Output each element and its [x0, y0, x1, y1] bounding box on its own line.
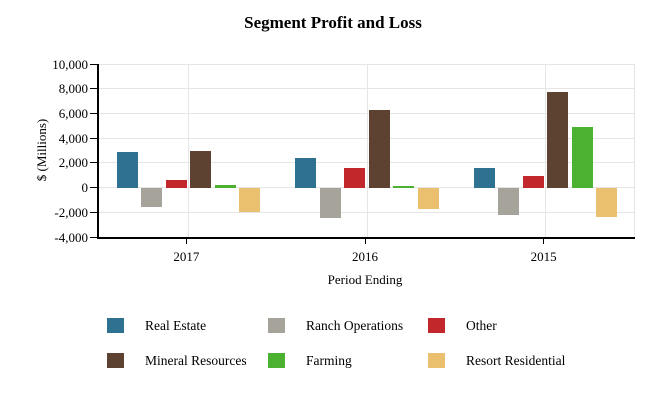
- bar-ranch-operations-2016: [319, 187, 341, 219]
- bar-resort-residential-2017: [239, 187, 261, 213]
- bar-ranch-operations-2015: [498, 187, 520, 215]
- x-tick-label-2016: 2016: [352, 249, 378, 264]
- plot-area: [97, 63, 635, 239]
- gridline-vertical: [545, 64, 547, 237]
- bar-mineral-resources-2015: [547, 92, 569, 188]
- y-axis-tick: [90, 187, 97, 189]
- legend-item-other: Other: [428, 318, 628, 335]
- legend-label: Ranch Operations: [306, 318, 404, 333]
- y-tick-label: -4,000: [54, 229, 88, 245]
- bar-farming-2017: [214, 185, 236, 188]
- legend-label: Other: [466, 318, 497, 333]
- x-tick-label-2015: 2015: [530, 249, 557, 264]
- bar-other-2015: [522, 176, 544, 188]
- x-axis-tick: [364, 239, 366, 244]
- bar-farming-2015: [571, 127, 593, 188]
- bar-resort-residential-2015: [596, 187, 618, 218]
- y-tick-label: -2,000: [54, 204, 88, 220]
- legend-item-mineral-resources: Mineral Resources: [107, 353, 307, 370]
- legend-label: Real Estate: [145, 318, 207, 333]
- legend-swatch-ranch-operations: [268, 318, 285, 333]
- bar-resort-residential-2016: [417, 187, 439, 209]
- x-axis-tick: [543, 239, 545, 244]
- legend-swatch-resort-residential: [428, 353, 445, 368]
- y-tick-label: 0: [81, 180, 89, 196]
- bar-other-2017: [165, 180, 187, 188]
- legend-item-real-estate: Real Estate: [107, 318, 307, 335]
- bar-mineral-resources-2016: [368, 109, 390, 188]
- y-tick-label: 4,000: [58, 130, 88, 146]
- chart-title: Segment Profit and Loss: [244, 13, 422, 32]
- legend-swatch-real-estate: [107, 318, 124, 333]
- x-axis-tick: [185, 239, 187, 244]
- bar-other-2016: [344, 167, 366, 188]
- y-axis-tick: [90, 63, 97, 65]
- y-tick-label: 6,000: [58, 105, 88, 121]
- legend-label: Farming: [306, 353, 352, 368]
- legend-label: Resort Residential: [466, 353, 566, 368]
- bar-farming-2016: [393, 186, 415, 188]
- legend-item-resort-residential: Resort Residential: [428, 353, 628, 370]
- y-axis-tick: [90, 112, 97, 114]
- legend-swatch-farming: [268, 353, 285, 368]
- legend-swatch-other: [428, 318, 445, 333]
- legend-swatch-mineral-resources: [107, 353, 124, 368]
- bar-ranch-operations-2017: [141, 187, 163, 208]
- x-tick-label-2017: 2017: [173, 249, 200, 264]
- y-axis-tick: [90, 88, 97, 90]
- y-axis-tick: [90, 236, 97, 238]
- y-axis-tick: [90, 162, 97, 164]
- gridline-vertical: [366, 64, 368, 237]
- y-tick-label: 8,000: [58, 81, 88, 97]
- bar-mineral-resources-2017: [190, 150, 212, 188]
- bar-real-estate-2017: [116, 151, 138, 188]
- x-axis-title: Period Ending: [327, 272, 403, 287]
- y-tick-label: 10,000: [52, 56, 88, 72]
- legend-item-ranch-operations: Ranch Operations: [268, 318, 468, 335]
- legend-item-farming: Farming: [268, 353, 468, 370]
- y-axis-tick: [90, 137, 97, 139]
- plot-right-border: [634, 64, 635, 237]
- bar-real-estate-2015: [473, 167, 495, 188]
- bar-real-estate-2016: [295, 157, 317, 188]
- y-tick-label: 2,000: [58, 155, 88, 171]
- gridline-vertical: [187, 64, 189, 237]
- y-axis-tick: [90, 211, 97, 213]
- legend-label: Mineral Resources: [145, 353, 247, 368]
